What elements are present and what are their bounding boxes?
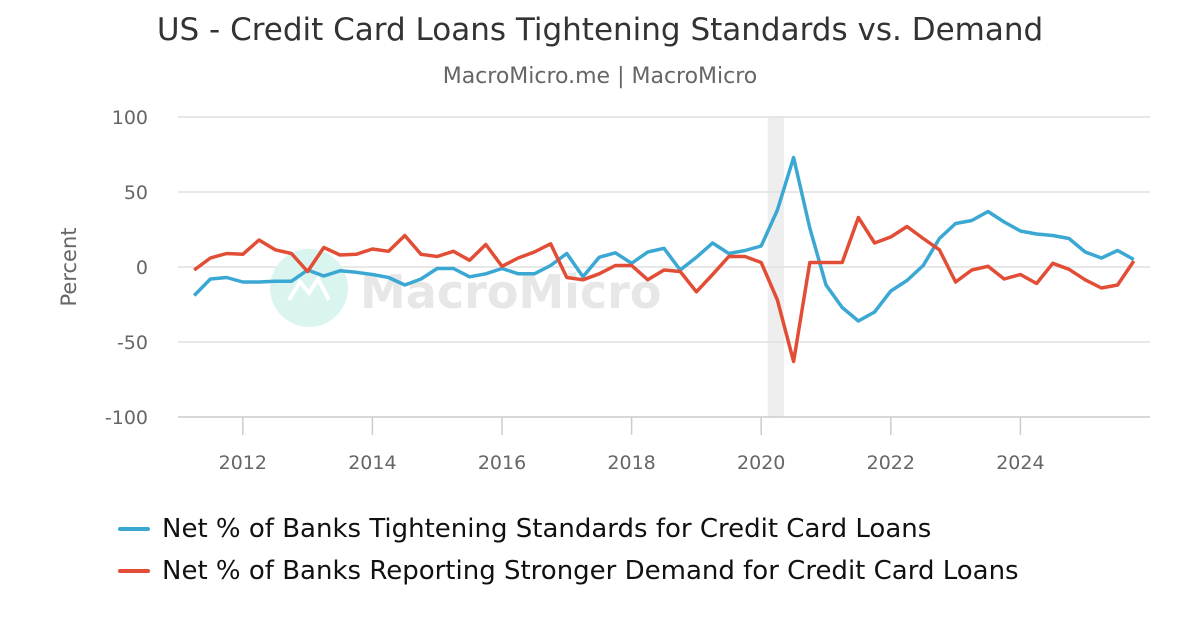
x-tick-label: 2024 xyxy=(996,452,1044,474)
x-tick-label: 2014 xyxy=(348,452,396,474)
legend: Net % of Banks Tightening Standards for … xyxy=(118,508,1019,592)
legend-swatch-demand xyxy=(118,569,150,573)
series-line-tightening xyxy=(192,155,1135,323)
legend-label-tightening: Net % of Banks Tightening Standards for … xyxy=(162,514,932,544)
y-tick-label: 100 xyxy=(112,107,148,129)
y-tick-label: -100 xyxy=(105,407,148,429)
x-tick-label: 2020 xyxy=(737,452,785,474)
x-tick-label: 2012 xyxy=(219,452,267,474)
y-tick-label: 0 xyxy=(136,257,148,279)
series-layer xyxy=(192,155,1136,364)
y-axis: 100 50 0 -50 -100 xyxy=(105,107,148,429)
series-line-demand xyxy=(193,215,1136,364)
legend-label-demand: Net % of Banks Reporting Stronger Demand… xyxy=(162,556,1019,586)
watermark-text: MacroMicro xyxy=(360,265,661,319)
chart-subtitle: MacroMicro.me | MacroMicro xyxy=(442,64,758,89)
x-axis: 2012 2014 2016 2018 2020 2022 2024 xyxy=(219,417,1045,474)
legend-item-tightening[interactable]: Net % of Banks Tightening Standards for … xyxy=(118,508,1019,550)
legend-item-demand[interactable]: Net % of Banks Reporting Stronger Demand… xyxy=(118,550,1019,592)
watermark-logo-mark xyxy=(287,275,331,302)
watermark: MacroMicro xyxy=(270,249,661,327)
legend-swatch-tightening xyxy=(118,527,150,531)
watermark-logo-icon xyxy=(270,249,348,327)
x-tick-label: 2018 xyxy=(607,452,655,474)
chart-title: US - Credit Card Loans Tightening Standa… xyxy=(156,12,1044,48)
x-tick-label: 2022 xyxy=(867,452,915,474)
x-tick-label: 2016 xyxy=(478,452,526,474)
y-tick-label: 50 xyxy=(124,182,148,204)
y-axis-title: Percent xyxy=(57,227,81,306)
y-tick-label: -50 xyxy=(117,332,148,354)
